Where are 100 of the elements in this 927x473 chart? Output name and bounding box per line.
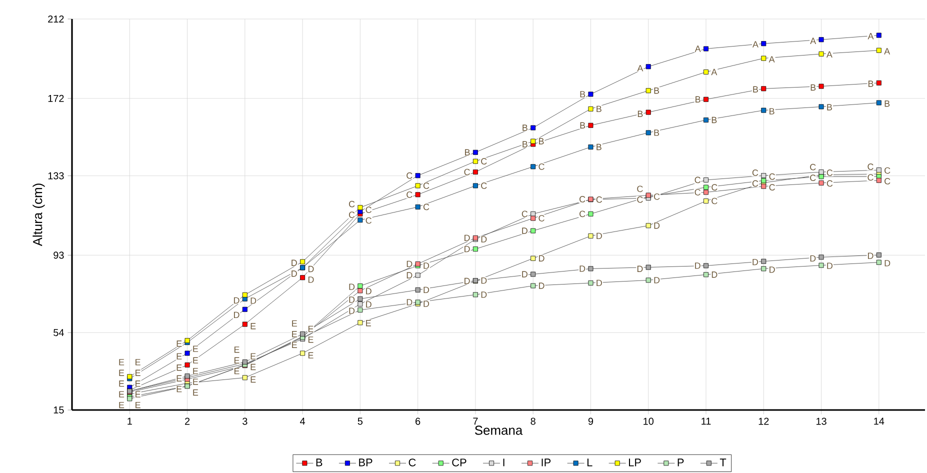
data-label: D: [234, 297, 240, 304]
data-label: C: [868, 174, 874, 181]
x-tick-label: 1: [128, 418, 132, 425]
data-label: E: [119, 380, 124, 387]
data-label: D: [712, 272, 718, 278]
data-label: E: [176, 340, 182, 347]
data-label: D: [464, 246, 470, 252]
data-label: C: [752, 170, 758, 176]
data-label: A: [810, 38, 816, 44]
data-label: A: [884, 48, 890, 54]
data-label: B: [810, 84, 816, 91]
data-label: B: [522, 141, 528, 148]
data-label: D: [366, 288, 372, 294]
data-label: C: [712, 184, 718, 190]
data-label: C: [423, 204, 430, 210]
data-label: E: [250, 364, 256, 370]
data-label: C: [580, 210, 586, 218]
data-label: D: [827, 262, 832, 269]
data-label: E: [136, 391, 140, 398]
x-tick-label: 12: [758, 418, 769, 425]
legend-label: C: [408, 458, 416, 466]
data-label: D: [522, 228, 528, 234]
data-label: B: [827, 104, 832, 110]
data-label: C: [423, 182, 430, 189]
data-label: C: [826, 180, 833, 187]
data-label: C: [637, 186, 643, 192]
data-label: E: [176, 386, 182, 392]
data-label: C: [406, 191, 412, 198]
data-label: D: [654, 277, 660, 284]
x-tick-label: 9: [588, 418, 594, 425]
data-label: A: [868, 33, 874, 40]
data-label: E: [136, 370, 140, 376]
data-label: B: [753, 86, 758, 92]
data-label: E: [308, 326, 314, 332]
data-label: C: [868, 164, 874, 170]
x-axis-title: Semana: [474, 426, 523, 435]
data-label: B: [654, 130, 660, 136]
data-label: D: [308, 266, 314, 272]
data-label: C: [464, 168, 470, 176]
x-tick-label: 2: [185, 418, 190, 425]
y-tick-label: 15: [54, 406, 64, 414]
data-label: B: [539, 138, 544, 144]
data-label: D: [292, 260, 297, 266]
y-tick-label: 93: [54, 252, 64, 259]
data-label: E: [119, 391, 124, 398]
data-label: A: [694, 46, 701, 52]
x-tick-label: 13: [816, 418, 826, 425]
data-label: B: [580, 122, 586, 128]
x-tick-label: 14: [874, 418, 884, 425]
data-label: C: [366, 206, 372, 213]
data-label: A: [752, 41, 758, 48]
data-label: B: [696, 96, 700, 102]
data-label: B: [868, 80, 874, 87]
data-label: C: [522, 210, 528, 218]
legend-label: B: [316, 458, 322, 466]
data-label: D: [424, 300, 430, 307]
data-label: C: [348, 212, 355, 218]
data-label: E: [292, 320, 297, 327]
data-label: B: [638, 110, 643, 117]
data-label: E: [193, 389, 198, 396]
data-label: B: [522, 124, 528, 131]
data-label: B: [884, 100, 890, 107]
legend-label: L: [587, 458, 592, 466]
data-label: D: [464, 278, 470, 284]
y-tick-label: 172: [48, 94, 64, 102]
data-label: D: [481, 236, 487, 242]
data-label: E: [119, 402, 124, 408]
data-label: B: [596, 144, 602, 150]
data-label: C: [694, 189, 700, 196]
x-tick-label: 8: [530, 418, 536, 425]
data-label: C: [694, 176, 700, 184]
data-label: E: [234, 357, 240, 364]
y-axis-title: Altura (cm): [32, 184, 45, 246]
data-label: E: [136, 402, 140, 408]
data-label: E: [193, 378, 198, 385]
data-label: D: [481, 292, 487, 298]
x-tick-label: 11: [702, 418, 711, 425]
data-label: B: [465, 149, 470, 156]
data-label: D: [366, 301, 372, 308]
data-label: C: [348, 200, 355, 208]
data-label: E: [234, 368, 240, 374]
data-label: C: [884, 178, 890, 184]
data-label: E: [176, 375, 182, 382]
x-tick-label: 10: [644, 418, 654, 425]
data-label: E: [234, 346, 240, 353]
data-label: D: [522, 271, 528, 278]
data-label: D: [424, 286, 430, 294]
data-label: A: [826, 51, 832, 58]
data-label: C: [481, 182, 487, 189]
y-tick-label: 133: [48, 172, 64, 180]
data-label: E: [136, 380, 140, 387]
data-label: D: [752, 258, 758, 266]
data-label: C: [538, 215, 544, 222]
data-label: E: [136, 359, 140, 366]
data-label: D: [308, 276, 314, 283]
legend-label: P: [678, 458, 684, 466]
data-label: D: [770, 266, 775, 273]
data-label: B: [596, 106, 602, 112]
data-label: D: [234, 312, 240, 318]
data-label: C: [712, 198, 718, 204]
